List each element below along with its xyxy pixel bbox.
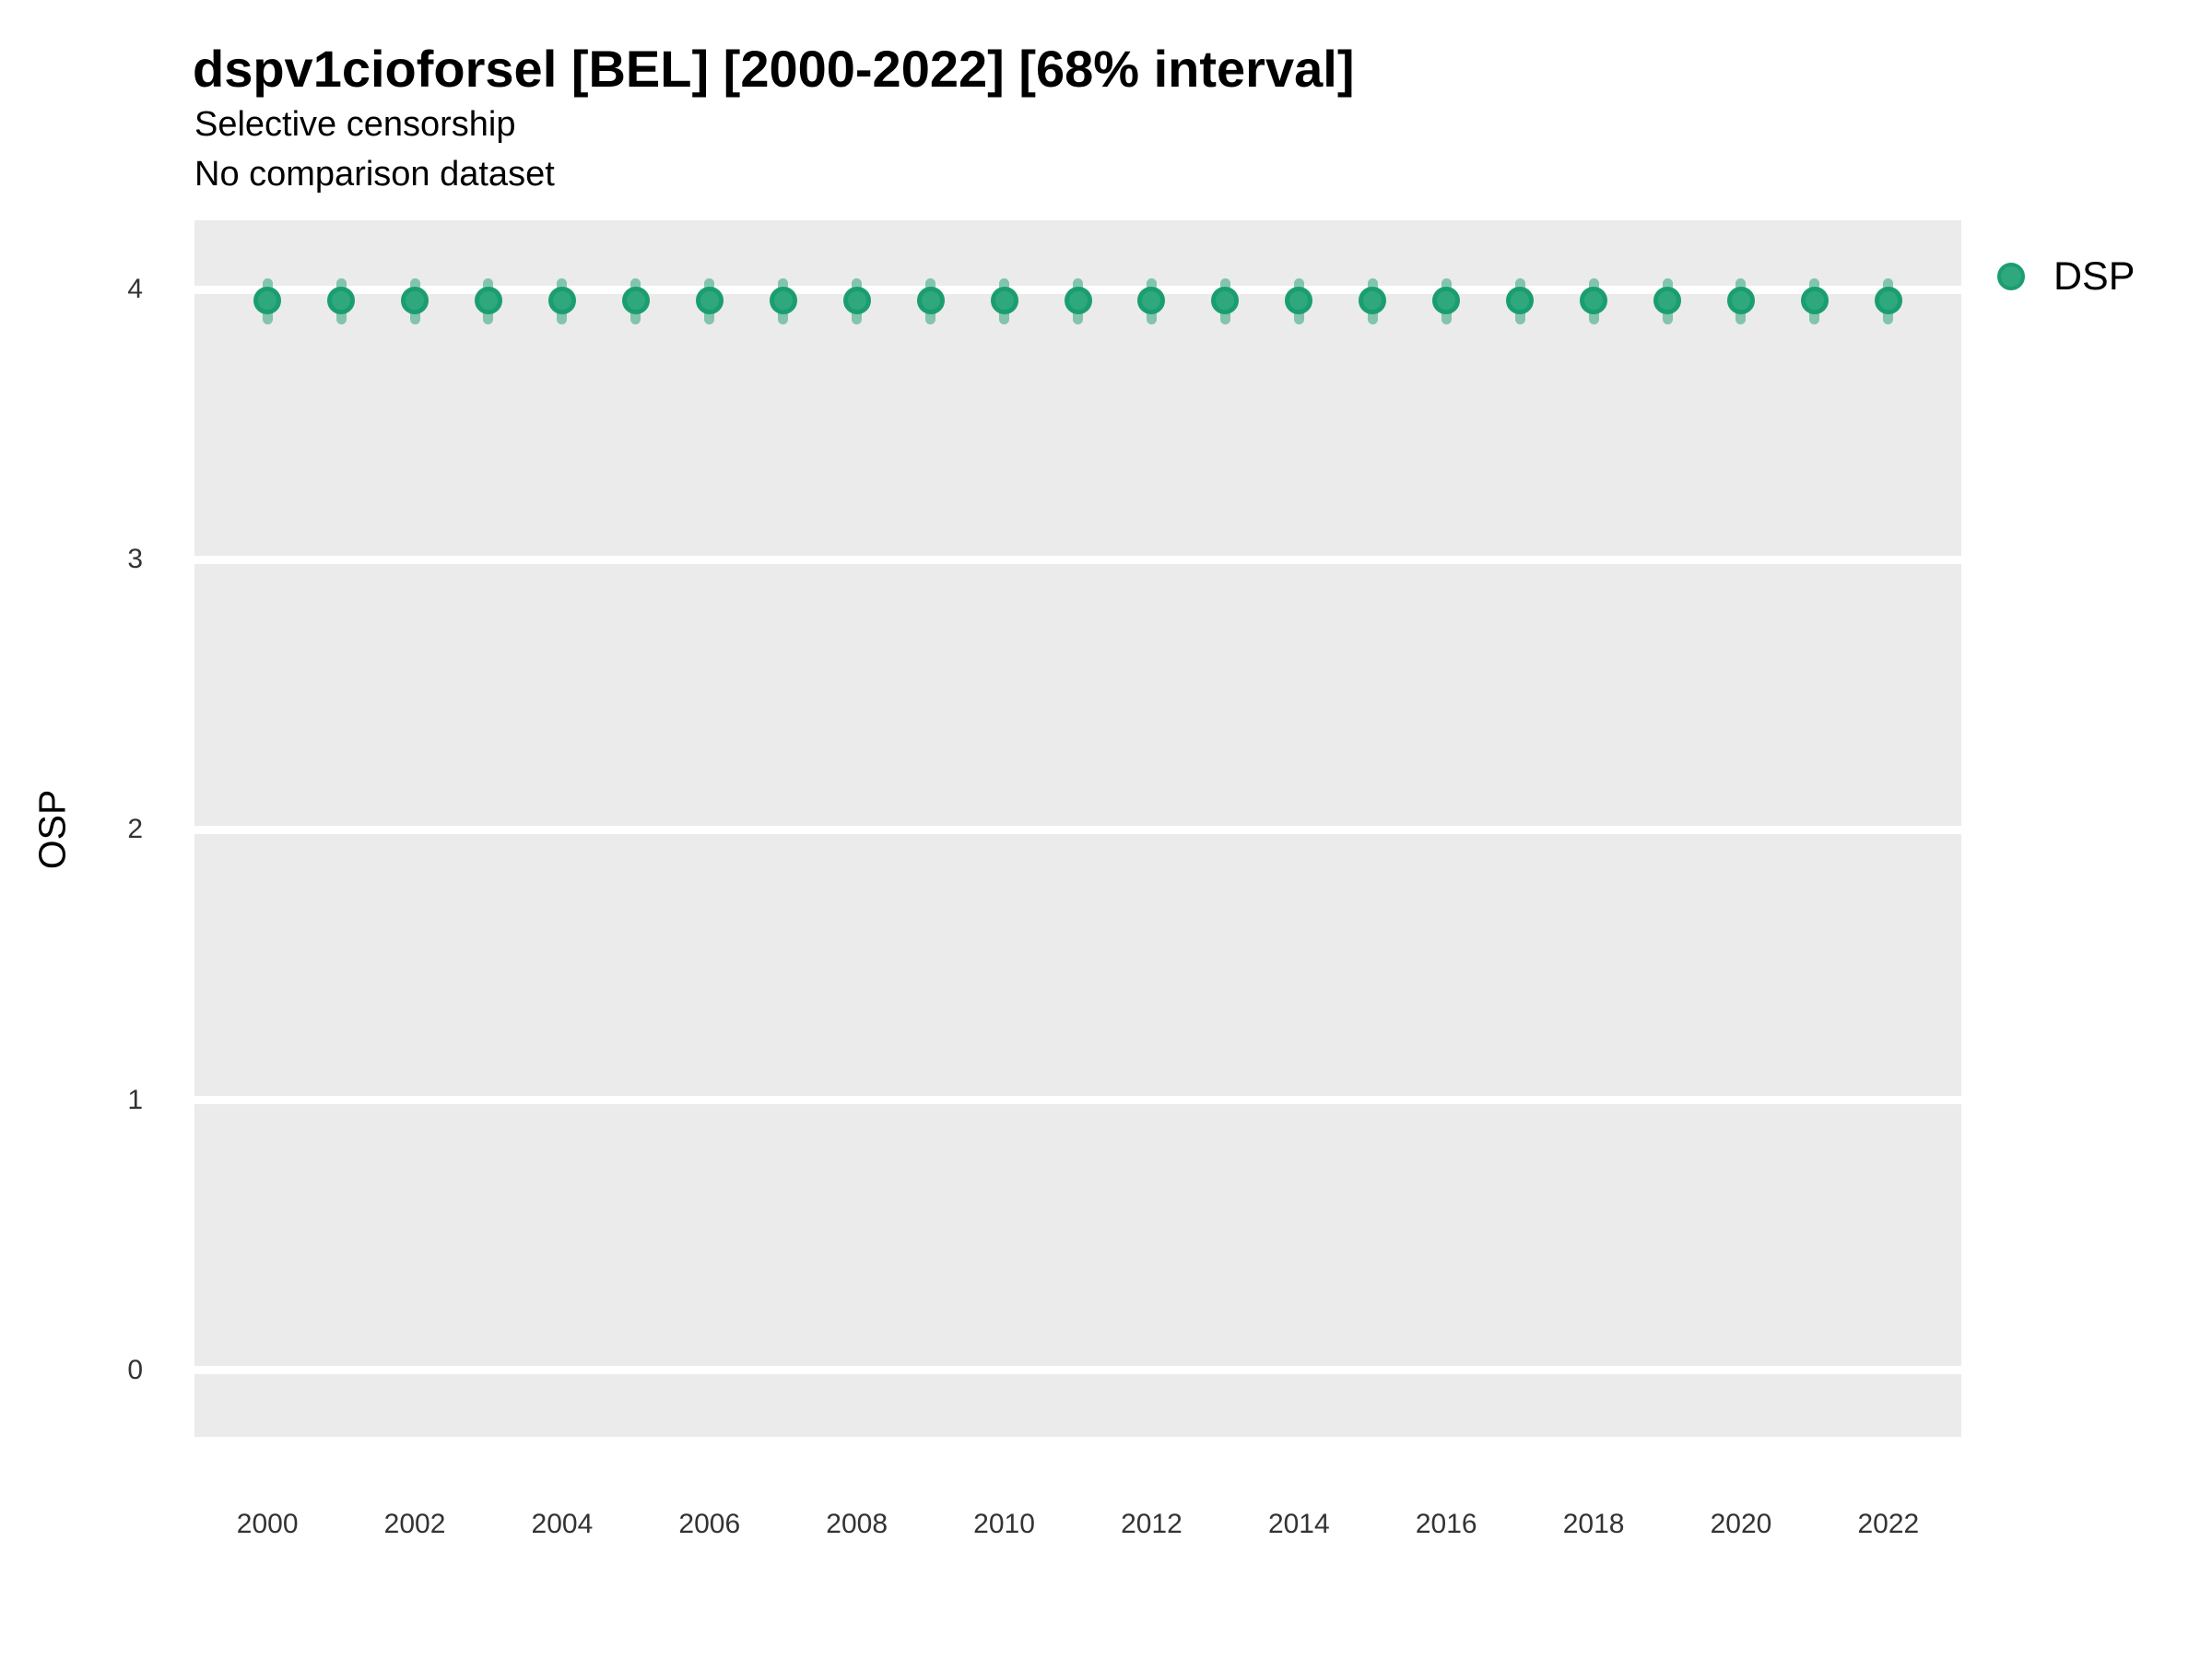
chart-subtitle-line2: No comparison dataset bbox=[194, 155, 555, 194]
gridline-y-2 bbox=[194, 825, 1961, 834]
x-tick-label: 2022 bbox=[1857, 1509, 1920, 1539]
y-tick-label: 4 bbox=[127, 274, 143, 305]
data-point bbox=[547, 286, 576, 314]
legend: DSP bbox=[1997, 256, 2135, 296]
legend-point-icon bbox=[1997, 263, 2025, 290]
data-point bbox=[1211, 286, 1240, 314]
data-point bbox=[1726, 286, 1755, 314]
data-point bbox=[1800, 286, 1829, 314]
legend-label: DSP bbox=[2053, 253, 2136, 299]
x-tick-label: 2008 bbox=[826, 1509, 888, 1539]
x-tick-label: 2018 bbox=[1562, 1509, 1625, 1539]
x-tick-label: 2012 bbox=[1121, 1509, 1182, 1539]
data-point bbox=[842, 286, 871, 314]
data-point bbox=[769, 286, 797, 314]
data-point bbox=[1653, 286, 1682, 314]
chart-subtitle-line1: Selective censorship bbox=[194, 105, 516, 144]
y-tick-label: 2 bbox=[127, 814, 143, 845]
x-tick-label: 2004 bbox=[531, 1509, 594, 1539]
data-point bbox=[1506, 286, 1535, 314]
gridline-y-0 bbox=[194, 1366, 1961, 1375]
gridline-y-1 bbox=[194, 1096, 1961, 1105]
data-point bbox=[621, 286, 650, 314]
x-tick-label: 2014 bbox=[1267, 1509, 1330, 1539]
data-point bbox=[695, 286, 724, 314]
data-point bbox=[1432, 286, 1461, 314]
data-point bbox=[253, 286, 282, 314]
data-point bbox=[990, 286, 1018, 314]
data-point bbox=[327, 286, 356, 314]
x-tick-label: 2010 bbox=[973, 1509, 1035, 1539]
data-point bbox=[916, 286, 945, 314]
y-tick-label: 1 bbox=[127, 1084, 143, 1115]
y-tick-label: 0 bbox=[127, 1354, 143, 1385]
x-tick-label: 2020 bbox=[1710, 1509, 1772, 1539]
x-tick-label: 2002 bbox=[383, 1509, 446, 1539]
chart-title: dspv1cioforsel [BEL] [2000-2022] [68% in… bbox=[193, 40, 1355, 98]
data-point bbox=[1137, 286, 1166, 314]
x-tick-label: 2016 bbox=[1415, 1509, 1477, 1539]
x-tick-label: 2006 bbox=[678, 1509, 741, 1539]
x-tick-label: 2000 bbox=[236, 1509, 299, 1539]
data-point bbox=[1285, 286, 1313, 314]
data-point bbox=[1580, 286, 1608, 314]
gridline-y-3 bbox=[194, 555, 1961, 564]
y-tick-label: 3 bbox=[127, 544, 143, 575]
data-point bbox=[401, 286, 429, 314]
data-point bbox=[1064, 286, 1092, 314]
data-point bbox=[1874, 286, 1902, 314]
data-point bbox=[1359, 286, 1387, 314]
data-point bbox=[474, 286, 502, 314]
